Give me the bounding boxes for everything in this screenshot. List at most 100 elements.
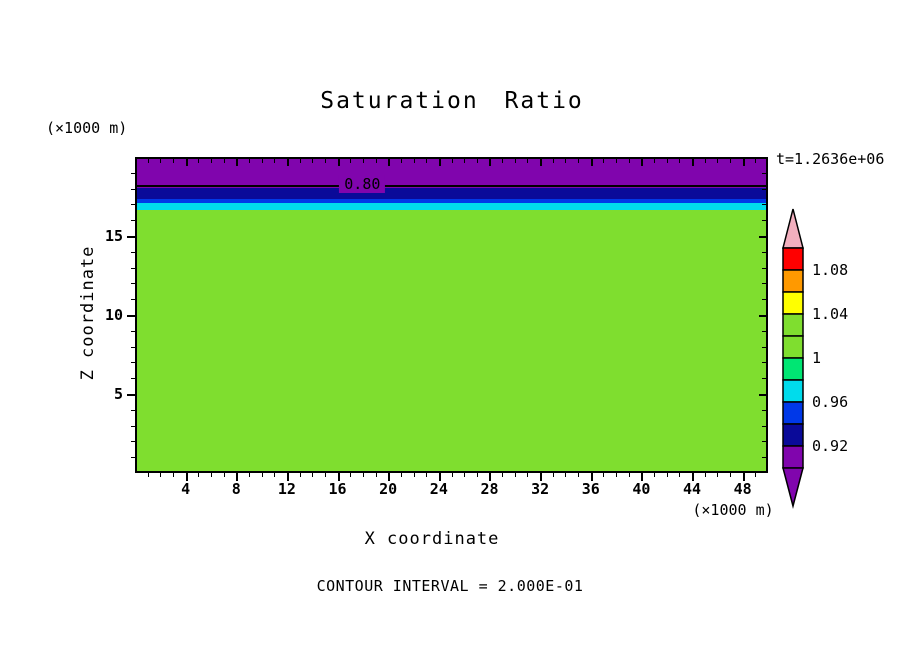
- colorbar-tick-label: 1.04: [812, 305, 849, 323]
- tick-mark: [742, 159, 745, 166]
- contour-layer-blue: [137, 198, 766, 203]
- tick-mark: [603, 473, 605, 477]
- tick-mark: [127, 394, 135, 396]
- tick-mark: [489, 473, 492, 481]
- tick-mark: [426, 473, 428, 477]
- colorbar-segment: [782, 335, 804, 359]
- tick-mark: [261, 473, 263, 477]
- tick-mark: [730, 473, 732, 477]
- contour-interval-note: CONTOUR INTERVAL = 2.000E-01: [316, 577, 584, 595]
- tick-mark: [131, 188, 135, 190]
- colorbar-down-arrow: [782, 467, 804, 509]
- tick-mark: [514, 473, 516, 477]
- tick-mark: [248, 473, 250, 477]
- tick-mark: [131, 330, 135, 332]
- contour-layer-navy: [137, 188, 766, 199]
- tick-mark: [388, 473, 391, 481]
- tick-mark: [274, 473, 276, 477]
- tick-mark: [375, 159, 377, 163]
- tick-mark: [616, 159, 618, 163]
- tick-mark: [704, 473, 706, 477]
- tick-mark: [759, 315, 766, 317]
- tick-mark: [552, 159, 554, 163]
- tick-mark: [312, 473, 314, 477]
- tick-mark: [762, 267, 766, 269]
- tick-mark: [762, 457, 766, 459]
- tick-mark: [375, 473, 377, 477]
- tick-mark: [131, 283, 135, 285]
- tick-mark: [127, 315, 135, 317]
- x-tick-label: 20: [379, 480, 398, 498]
- tick-mark: [502, 159, 504, 163]
- contour-layer-cyan: [137, 202, 766, 211]
- colorbar-segment: [782, 247, 804, 271]
- tick-mark: [578, 159, 580, 163]
- colorbar-tick-label: 0.96: [812, 393, 849, 411]
- tick-mark: [160, 473, 162, 477]
- tick-mark: [762, 204, 766, 206]
- colorbar-segment: [782, 379, 804, 403]
- tick-mark: [759, 236, 766, 238]
- y-tick-label: 15: [104, 227, 123, 245]
- tick-mark: [172, 159, 174, 163]
- x-tick-label: 16: [328, 480, 347, 498]
- tick-mark: [590, 473, 593, 481]
- x-tick-label: 44: [683, 480, 702, 498]
- colorbar-tick-label: 1: [812, 349, 822, 367]
- tick-mark: [131, 362, 135, 364]
- x-tick-label: 12: [277, 480, 296, 498]
- contour-layer-purple: [137, 159, 766, 189]
- tick-mark: [299, 159, 301, 163]
- colorbar-tick-label: 0.92: [812, 437, 849, 455]
- tick-mark: [527, 159, 529, 163]
- x-tick-label: 40: [632, 480, 651, 498]
- tick-mark: [236, 159, 239, 166]
- tick-mark: [704, 159, 706, 163]
- tick-mark: [210, 159, 212, 163]
- tick-mark: [388, 159, 391, 166]
- tick-mark: [762, 346, 766, 348]
- tick-mark: [131, 220, 135, 222]
- tick-mark: [131, 378, 135, 380]
- colorbar-up-arrow: [782, 208, 804, 249]
- tick-mark: [413, 473, 415, 477]
- tick-mark: [527, 473, 529, 477]
- chart-title: Saturation Ratio: [320, 88, 584, 114]
- tick-mark: [350, 473, 352, 477]
- tick-mark: [540, 473, 543, 481]
- y-axis-units: (×1000 m): [46, 119, 128, 137]
- tick-mark: [131, 441, 135, 443]
- tick-mark: [438, 473, 441, 481]
- tick-mark: [717, 159, 719, 163]
- tick-mark: [362, 159, 364, 163]
- tick-mark: [762, 283, 766, 285]
- tick-mark: [324, 473, 326, 477]
- tick-mark: [451, 473, 453, 477]
- tick-mark: [489, 159, 492, 166]
- tick-mark: [730, 159, 732, 163]
- tick-mark: [198, 159, 200, 163]
- tick-mark: [762, 251, 766, 253]
- tick-mark: [692, 473, 695, 481]
- tick-mark: [131, 204, 135, 206]
- tick-mark: [565, 473, 567, 477]
- tick-mark: [762, 425, 766, 427]
- tick-mark: [286, 473, 289, 481]
- tick-mark: [762, 330, 766, 332]
- tick-mark: [464, 159, 466, 163]
- contour-line-label: 0.80: [339, 174, 386, 193]
- tick-mark: [762, 441, 766, 443]
- tick-mark: [350, 159, 352, 163]
- tick-mark: [552, 473, 554, 477]
- tick-mark: [666, 159, 668, 163]
- tick-mark: [628, 473, 630, 477]
- tick-mark: [147, 159, 149, 163]
- tick-mark: [248, 159, 250, 163]
- tick-mark: [131, 409, 135, 411]
- tick-mark: [742, 473, 745, 481]
- colorbar-segment: [782, 445, 804, 469]
- tick-mark: [451, 159, 453, 163]
- contour-line: [137, 184, 766, 187]
- colorbar-segment: [782, 291, 804, 315]
